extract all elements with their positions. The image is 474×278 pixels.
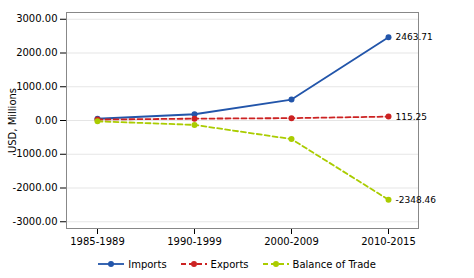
svg-text:1000.00: 1000.00 bbox=[16, 81, 57, 92]
svg-text:-2348.46: -2348.46 bbox=[396, 195, 437, 205]
svg-text:-2000.00: -2000.00 bbox=[13, 182, 58, 193]
html-text:Exports: Exports bbox=[210, 258, 249, 270]
svg-text:USD, Millions: USD, Millions bbox=[7, 88, 18, 153]
svg-text:1990-1999: 1990-1999 bbox=[167, 236, 222, 247]
svg-text:-3000.00: -3000.00 bbox=[13, 216, 58, 227]
svg-text:115.25: 115.25 bbox=[396, 111, 428, 121]
svg-text:2010-2015: 2010-2015 bbox=[361, 236, 416, 247]
html-text:Imports: Imports bbox=[128, 258, 167, 270]
svg-text:0.00: 0.00 bbox=[35, 115, 57, 126]
svg-text:2000-2009: 2000-2009 bbox=[264, 236, 319, 247]
svg-text:3000.00: 3000.00 bbox=[16, 13, 57, 24]
html-text:Balance of Trade: Balance of Trade bbox=[292, 258, 376, 270]
svg-text:1985-1989: 1985-1989 bbox=[70, 236, 125, 247]
svg-text:-1000.00: -1000.00 bbox=[13, 148, 58, 159]
svg-text:2000.00: 2000.00 bbox=[16, 47, 57, 58]
svg-text:2463.71: 2463.71 bbox=[396, 32, 433, 42]
